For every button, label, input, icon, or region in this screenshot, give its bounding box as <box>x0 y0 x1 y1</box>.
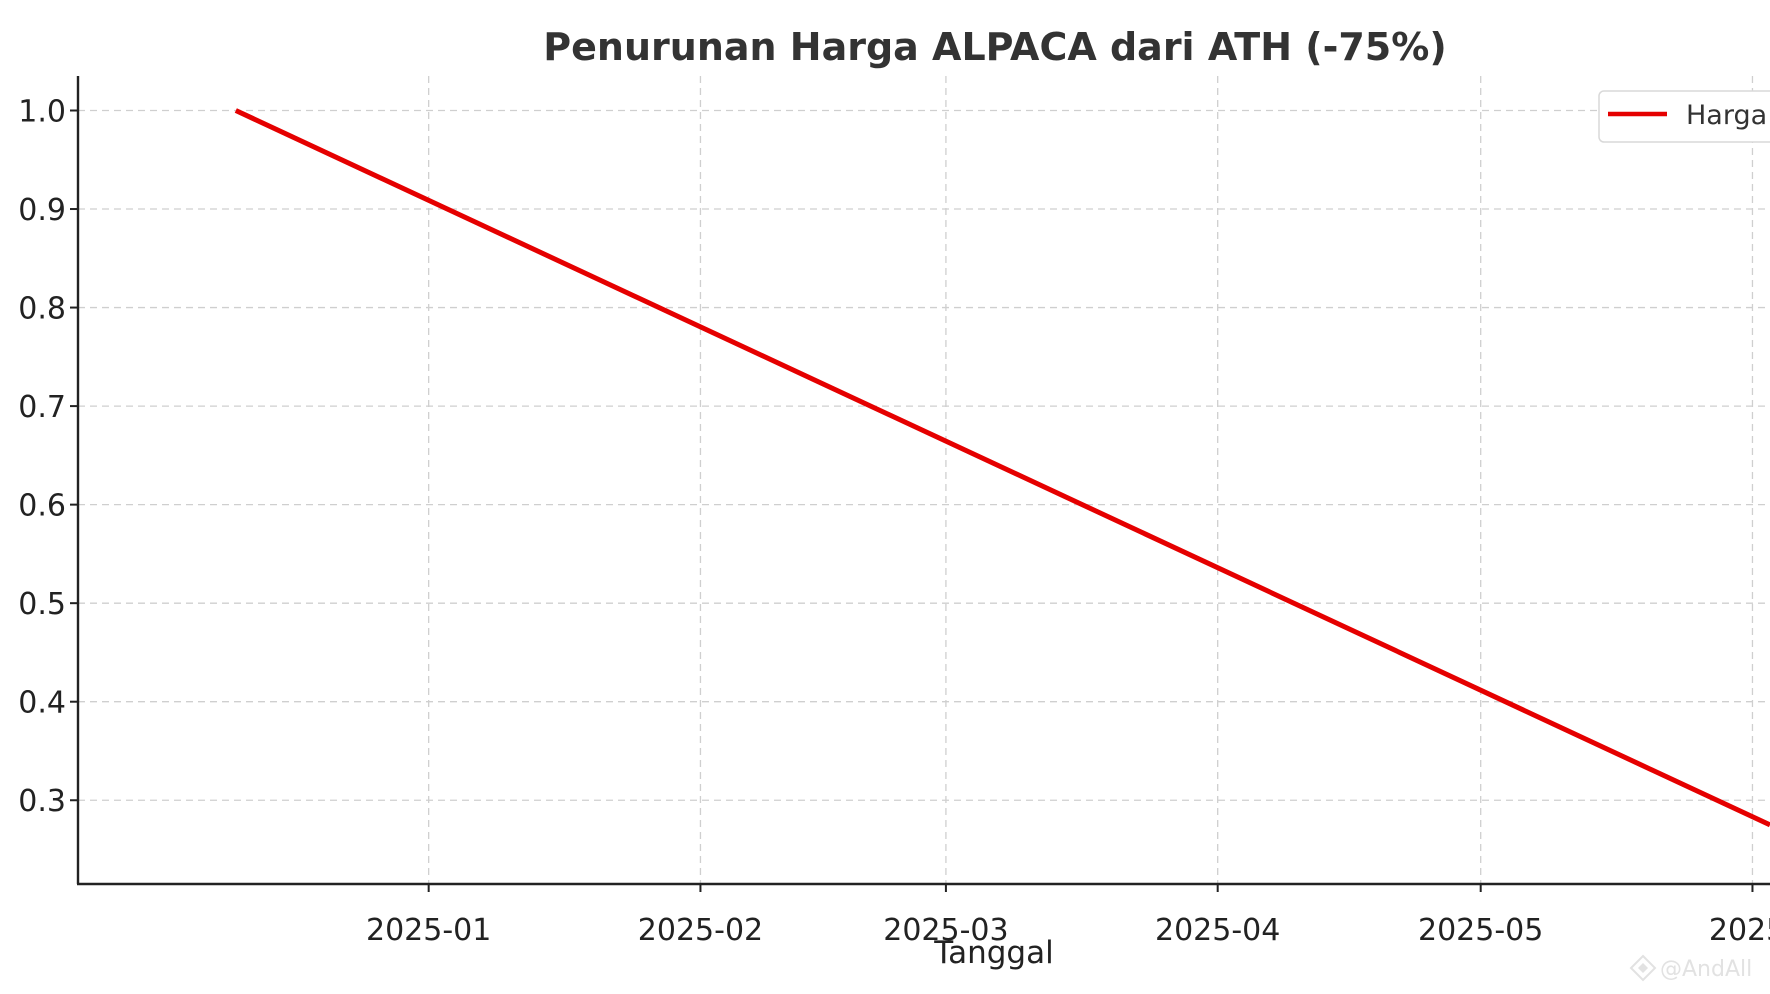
y-tick-label: 0.9 <box>18 193 66 228</box>
y-gridlines <box>78 109 1770 801</box>
x-tick-label: 2025-02 <box>638 913 763 948</box>
x-ticks: 2025-01 2025-02 2025-03 2025-04 2025-05 2025- <box>366 884 1770 948</box>
watermark-text: @AndAll <box>1660 957 1752 982</box>
chart-title: Penurunan Harga ALPACA dari ATH (-75%) <box>543 25 1446 69</box>
x-tick-label: 2025-01 <box>366 913 491 948</box>
y-tick-label: 0.6 <box>18 489 66 524</box>
watermark: @AndAll <box>1629 954 1752 982</box>
x-tick-label: 2025- <box>1709 913 1770 948</box>
series-layer <box>234 108 1770 828</box>
diamond-logo-icon <box>1629 954 1657 982</box>
legend: Harga <box>1598 90 1770 143</box>
y-tick-label: 0.8 <box>18 292 66 327</box>
y-ticks: 0.3 0.4 0.5 0.6 0.7 0.8 0.9 1.0 <box>18 94 78 819</box>
y-tick-label: 1.0 <box>18 94 66 129</box>
x-gridlines <box>428 76 1754 884</box>
y-tick-label: 0.3 <box>18 784 66 819</box>
series-line-harga <box>234 108 1770 828</box>
legend-label-harga: Harga <box>1686 100 1767 131</box>
y-tick-label: 0.5 <box>18 587 66 622</box>
x-tick-label: 2025-04 <box>1155 913 1280 948</box>
x-tick-label: 2025-03 <box>883 913 1008 948</box>
y-tick-label: 0.4 <box>18 686 66 721</box>
x-axis-label: Tanggal <box>933 935 1053 971</box>
legend-box <box>1598 90 1770 143</box>
x-tick-label: 2025-05 <box>1418 913 1543 948</box>
y-tick-label: 0.7 <box>18 390 66 425</box>
